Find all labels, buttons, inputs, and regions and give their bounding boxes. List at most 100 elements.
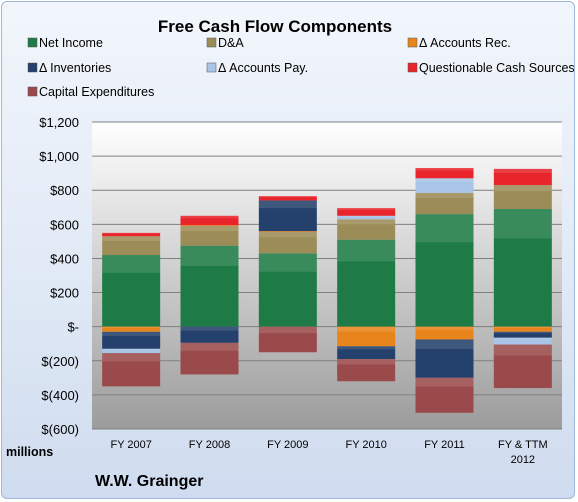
bar-highlight (493, 185, 552, 192)
x-tick-label: FY 2010 (345, 439, 386, 451)
bar-d-a (415, 192, 474, 215)
x-tick-label: FY 2011 (424, 439, 465, 451)
y-tick-label: $1,200 (39, 115, 79, 130)
legend-label-inventories: Δ Inventories (39, 61, 111, 75)
bar-highlight (493, 344, 552, 356)
bar-questionable-cash-sources (102, 232, 161, 237)
bar-highlight (180, 226, 239, 231)
x-tick-label: FY 2009 (267, 439, 308, 451)
legend-swatch-accounts-rec (407, 37, 418, 48)
legend: Net Income D&A Δ Accounts Rec. Δ Inventorie… (27, 36, 575, 99)
bar-highlight (258, 326, 317, 334)
bar-highlight (258, 200, 317, 209)
y-tick-label: $- (67, 320, 79, 335)
legend-swatch-questionable-cash-sources (407, 62, 418, 73)
bar-inventories (337, 346, 396, 360)
y-axis: $1,200 $1,000 $800 $600 $400 $200 $- $(200) $(40… (39, 115, 79, 437)
bar-highlight (258, 231, 317, 232)
bar-highlight (493, 337, 552, 340)
bar-inventories (180, 326, 239, 343)
bar-net-income (180, 245, 239, 327)
bar-questionable-cash-sources (337, 208, 396, 216)
bar-questionable-cash-sources (258, 196, 317, 201)
x-axis: FY 2007 FY 2008 FY 2009 FY 2010 FY 2011 FY & … (110, 439, 547, 466)
bar-questionable-cash-sources (180, 215, 239, 226)
legend-swatch-inventories (27, 62, 38, 73)
bar-highlight (337, 215, 396, 217)
bar-d-a (258, 232, 317, 254)
bar-highlight (337, 208, 396, 211)
bar-net-income (102, 255, 161, 327)
bar-d-a (180, 226, 239, 246)
company-name: W.W. Grainger (95, 473, 203, 490)
bar-highlight (102, 353, 161, 362)
bar-highlight (415, 178, 474, 182)
bar-highlight (415, 339, 474, 350)
bar-accounts-pay (493, 337, 552, 345)
legend-label-accounts-rec: Δ Accounts Rec. (419, 36, 511, 50)
bar-highlight (258, 232, 317, 238)
bar-capital-expenditures (337, 359, 396, 382)
y-tick-label: $200 (50, 286, 79, 301)
plot-area (92, 122, 562, 429)
bar-capital-expenditures (493, 344, 552, 389)
bar-highlight (102, 331, 161, 337)
bar-highlight (337, 346, 396, 350)
bar-highlight (493, 326, 552, 328)
bar-highlight (493, 168, 552, 173)
bar-net-income (258, 253, 317, 327)
bar-highlight (337, 359, 396, 365)
bar-questionable-cash-sources (415, 168, 474, 179)
bars (102, 168, 552, 413)
y-tick-label: $(400) (41, 388, 79, 403)
bar-highlight (102, 236, 161, 241)
bar-highlight (258, 196, 317, 198)
units-label: millions (6, 445, 53, 459)
bar-highlight (415, 168, 474, 171)
legend-swatch-capital-expenditures (27, 86, 38, 97)
chart-title: Free Cash Flow Components (158, 17, 392, 36)
bar-accounts-rec (102, 326, 161, 332)
bar-accounts-pay (415, 178, 474, 193)
y-tick-label: $600 (50, 217, 79, 232)
y-tick-label: $800 (50, 183, 79, 198)
legend-label-d-a: D&A (218, 36, 244, 50)
legend-label-accounts-pay: Δ Accounts Pay. (218, 61, 308, 75)
bar-highlight (102, 326, 161, 328)
legend-label-net-income: Net Income (39, 36, 103, 50)
bar-inventories (258, 200, 317, 232)
legend-label-questionable-cash-sources: Questionable Cash Sources (419, 61, 575, 75)
x-tick-label: FY 2008 (189, 439, 230, 451)
bar-highlight (415, 326, 474, 330)
bar-highlight (180, 245, 239, 266)
bar-highlight (258, 253, 317, 272)
bar-accounts-rec (258, 231, 317, 233)
bar-d-a (102, 236, 161, 256)
bar-highlight (102, 348, 161, 350)
bar-accounts-rec (415, 326, 474, 340)
bar-inventories (493, 331, 552, 338)
x-tick-label: FY 2007 (110, 439, 151, 451)
bar-highlight (493, 208, 552, 239)
legend-swatch-net-income (27, 37, 38, 48)
bar-highlight (180, 225, 239, 226)
bar-capital-expenditures (102, 353, 161, 387)
bar-accounts-rec (180, 225, 239, 227)
bar-net-income (493, 208, 552, 327)
bar-capital-expenditures (180, 342, 239, 375)
legend-label-capital-expenditures: Capital Expenditures (39, 85, 154, 99)
bar-d-a (493, 185, 552, 209)
bar-highlight (415, 377, 474, 387)
bar-capital-expenditures (258, 326, 317, 353)
bar-highlight (415, 214, 474, 243)
bar-d-a (337, 219, 396, 240)
legend-swatch-d-a (206, 37, 217, 48)
bar-questionable-cash-sources (493, 168, 552, 186)
bar-highlight (102, 232, 161, 234)
bar-net-income (415, 214, 474, 327)
bar-highlight (493, 331, 552, 334)
x-tick-label: FY & TTM 2012 (498, 439, 548, 466)
bar-highlight (415, 192, 474, 199)
bar-accounts-pay (102, 348, 161, 354)
